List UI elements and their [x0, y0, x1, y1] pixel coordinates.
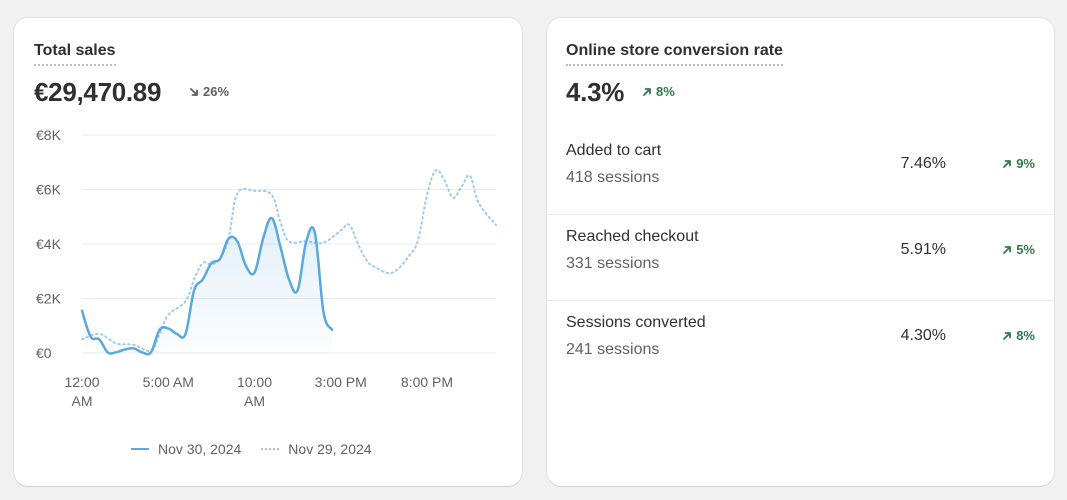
series-line-current — [80, 216, 334, 356]
legend-item-previous[interactable]: Nov 29, 2024 — [261, 441, 372, 457]
conversion-rate-change-value: 8% — [656, 84, 675, 99]
funnel-row-change: 8% — [1002, 328, 1035, 344]
x-tick-label: AM — [244, 393, 265, 409]
legend-item-current[interactable]: Nov 30, 2024 — [131, 441, 241, 457]
x-tick-label: 8:00 PM — [401, 374, 453, 390]
funnel-row-change-value: 5% — [1016, 242, 1035, 257]
funnel-row-change-value: 8% — [1016, 328, 1035, 343]
funnel-row-sessions: 331 sessions — [566, 255, 660, 272]
arrow-up-right-icon — [643, 88, 651, 96]
funnel-row-label: Added to cart — [566, 142, 662, 159]
x-tick-label: 3:00 PM — [315, 374, 367, 390]
funnel-row-label: Reached checkout — [566, 228, 699, 245]
total-sales-change: 26% — [189, 84, 229, 100]
y-tick-label: €6K — [36, 182, 62, 198]
conversion-rate-title[interactable]: Online store conversion rate — [566, 41, 783, 66]
funnel-row-rate: 5.91% — [900, 241, 946, 258]
total-sales-value: €29,470.89 — [34, 77, 162, 107]
funnel-row-change: 5% — [1002, 242, 1035, 258]
funnel-row-reached-checkout[interactable]: Reached checkout 331 sessions 5.91% 5% — [547, 214, 1054, 300]
arrow-down-right-icon — [190, 88, 198, 96]
funnel-row-label: Sessions converted — [566, 314, 706, 331]
y-tick-label: €0 — [36, 345, 52, 361]
legend-label-previous: Nov 29, 2024 — [288, 441, 372, 457]
legend-label-current: Nov 30, 2024 — [158, 441, 242, 457]
legend-solid-line-icon — [131, 448, 149, 450]
funnel-row-rate: 7.46% — [900, 155, 946, 172]
legend-dotted-line-icon — [261, 448, 280, 450]
funnel-row-added-to-cart[interactable]: Added to cart 418 sessions 7.46% 9% — [547, 129, 1054, 214]
funnel-row-sessions: 241 sessions — [566, 341, 660, 358]
total-sales-card: Total sales €29,470.89 26% €0 €2K €4K €6K €8… — [14, 18, 522, 486]
x-tick-label: 5:00 AM — [143, 374, 194, 390]
funnel-row-sessions: 418 sessions — [566, 169, 660, 186]
x-tick-label: AM — [72, 393, 93, 409]
funnel-row-change: 9% — [1002, 156, 1035, 172]
arrow-up-right-icon — [1003, 160, 1012, 168]
series-line-previous — [81, 168, 497, 353]
conversion-rate-change: 8% — [642, 84, 675, 100]
y-tick-label: €4K — [36, 236, 62, 252]
total-sales-change-value: 26% — [203, 84, 230, 99]
arrow-up-right-icon — [1003, 246, 1012, 254]
series-area-current — [82, 217, 333, 355]
funnel-row-rate: 4.30% — [900, 327, 946, 344]
arrow-up-right-icon — [1003, 332, 1012, 340]
y-tick-label: €8K — [36, 127, 62, 143]
conversion-rate-card: Online store conversion rate 4.3% 8% Add… — [547, 18, 1054, 486]
total-sales-title[interactable]: Total sales — [34, 41, 116, 66]
y-tick-label: €2K — [36, 291, 62, 307]
chart-legend: Nov 30, 2024 Nov 29, 2024 — [131, 441, 372, 457]
funnel-row-change-value: 9% — [1016, 156, 1035, 171]
x-tick-label: 12:00 — [64, 374, 99, 390]
sales-line-chart: €0 €2K €4K €6K €8K 12:00 AM 5:00 AM 10:00 AM 3:00 … — [36, 127, 497, 409]
x-tick-label: 10:00 — [237, 374, 272, 390]
conversion-rate-value: 4.3% — [566, 77, 625, 107]
funnel-row-sessions-converted[interactable]: Sessions converted 241 sessions 4.30% 8% — [547, 300, 1054, 386]
